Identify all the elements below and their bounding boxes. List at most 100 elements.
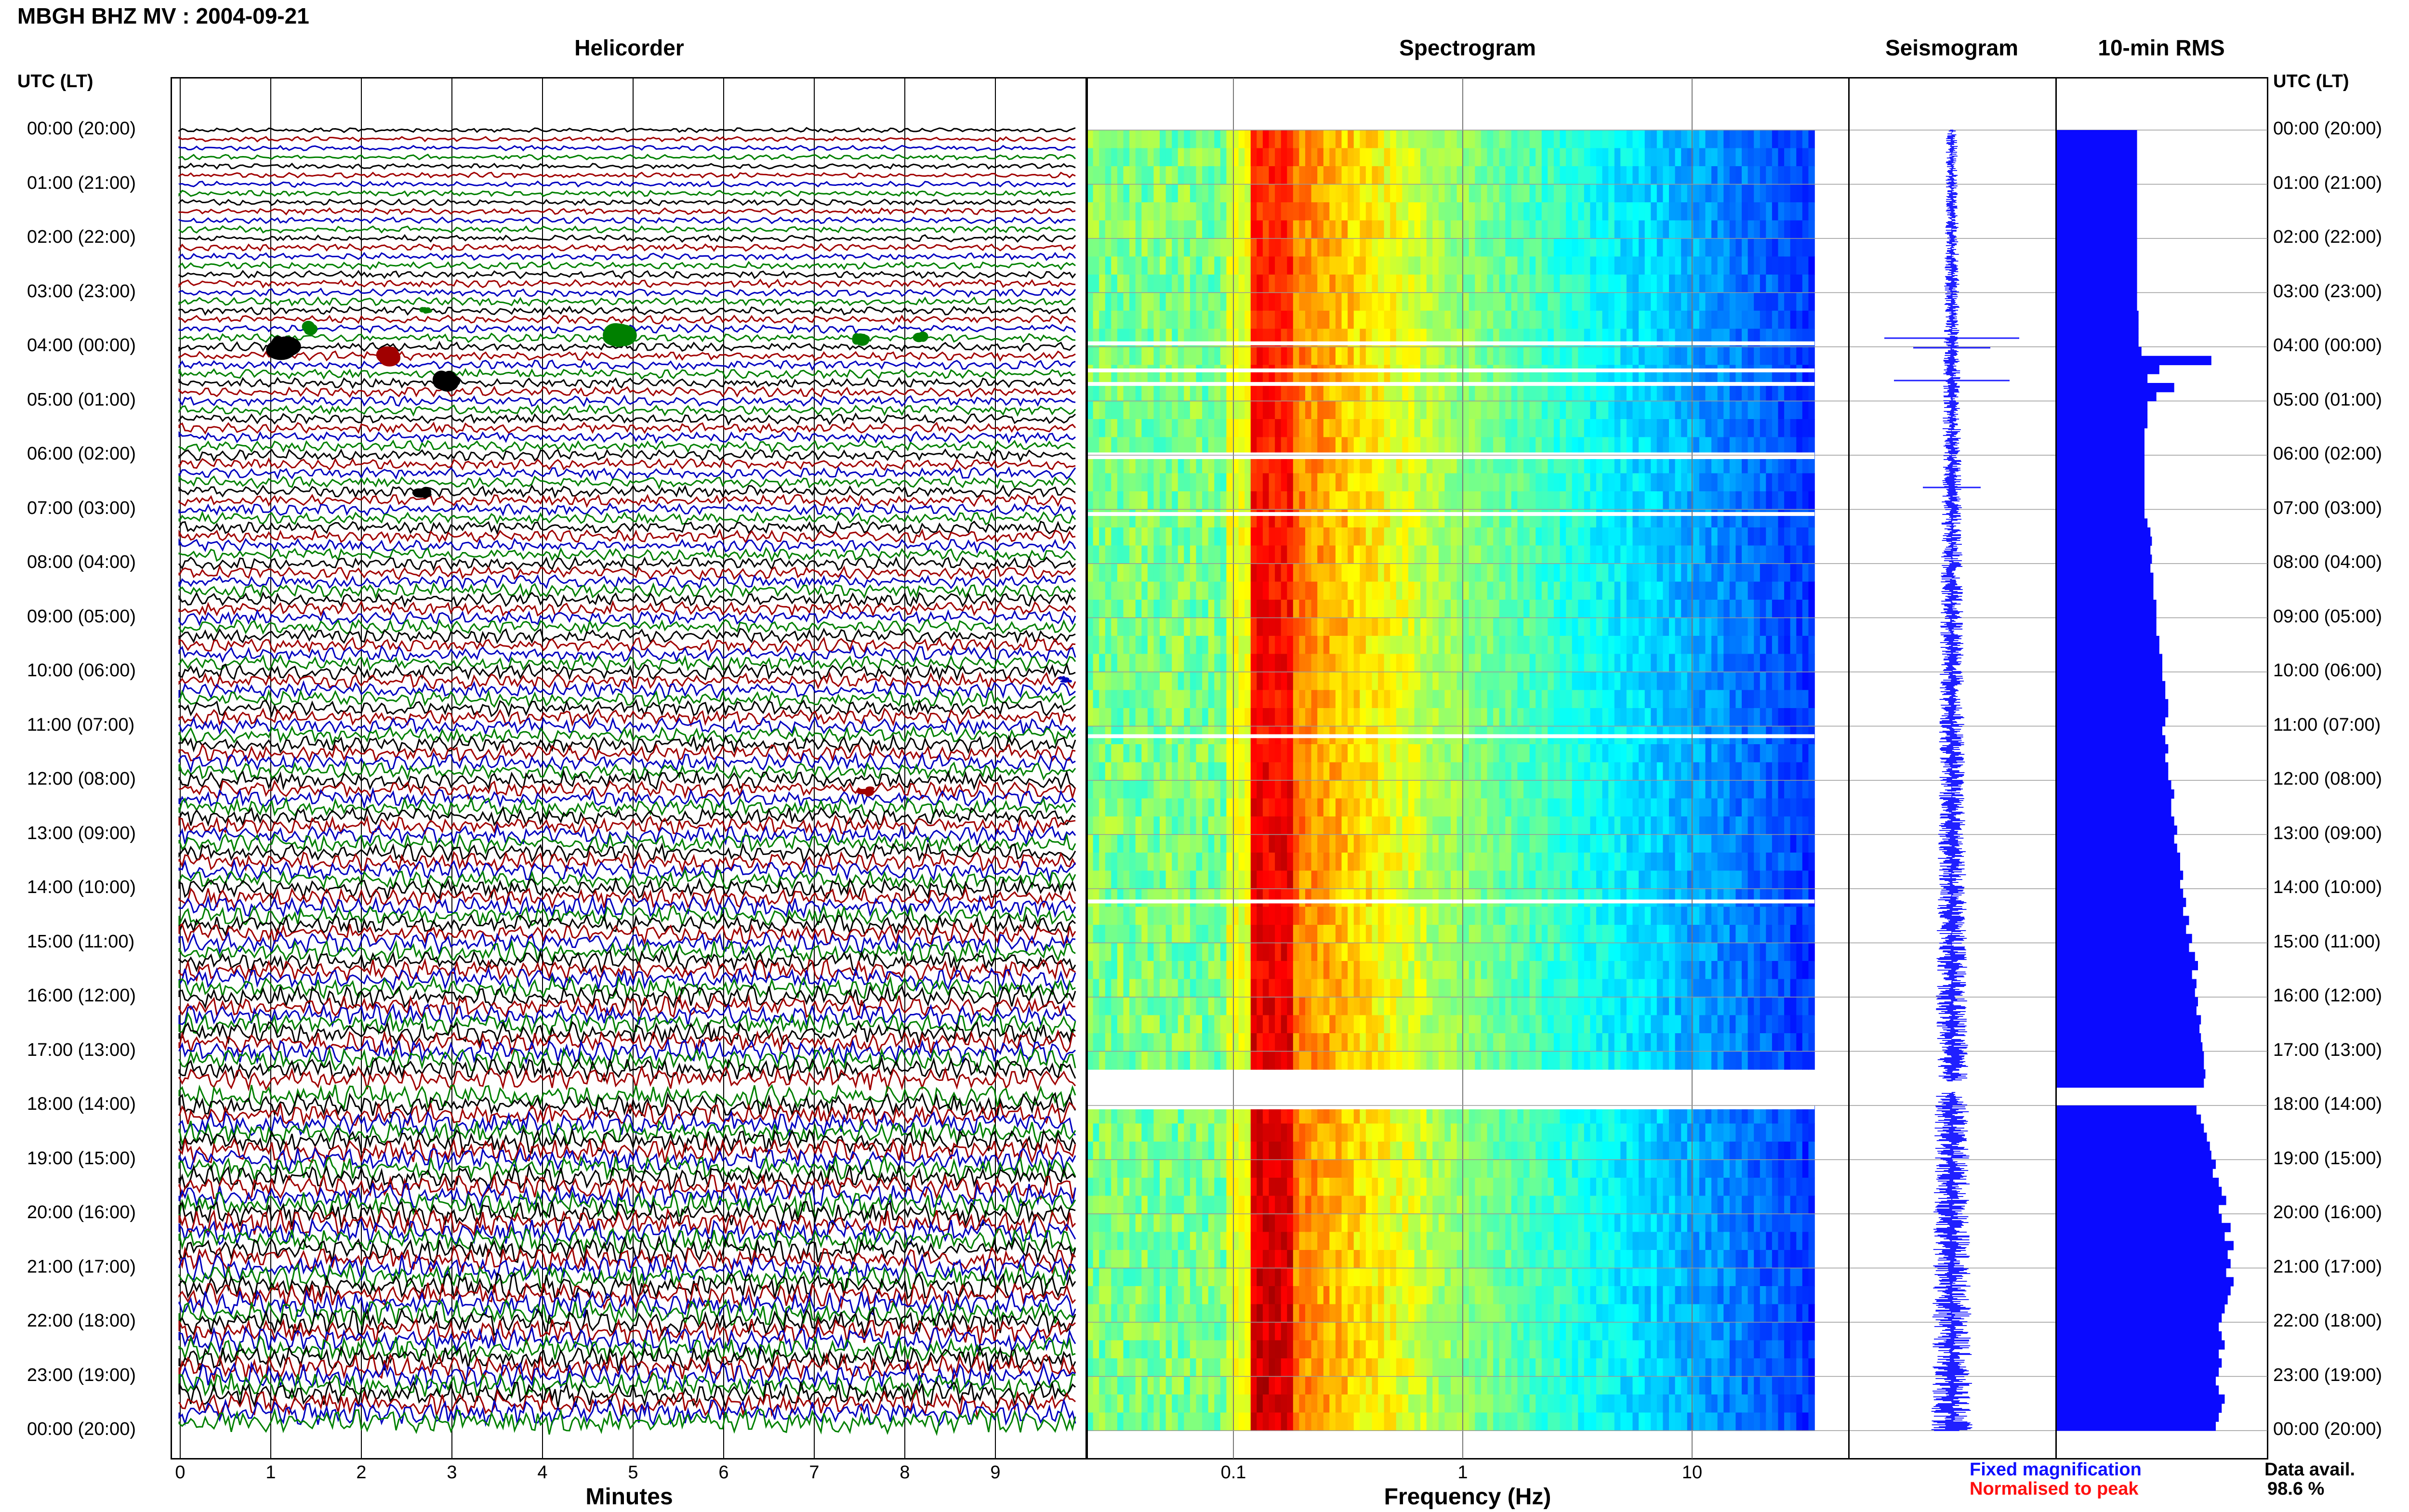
spectrogram-cell bbox=[1626, 654, 1633, 672]
spectrogram-cell bbox=[1493, 311, 1500, 329]
spectrogram-cell bbox=[1147, 744, 1154, 763]
spectrogram-cell bbox=[1414, 473, 1421, 492]
spectrogram-cell bbox=[1153, 564, 1160, 582]
spectrogram-cell bbox=[1553, 220, 1561, 239]
spectrogram-cell bbox=[1220, 762, 1227, 781]
spectrogram-cell bbox=[1390, 762, 1397, 781]
spectrogram-cell bbox=[1778, 798, 1785, 817]
spectrogram-cell bbox=[1644, 292, 1652, 311]
spectrogram-cell bbox=[1135, 275, 1142, 293]
spectrogram-cell bbox=[1093, 184, 1099, 203]
spectrogram-cell bbox=[1778, 708, 1785, 727]
spectrogram-cell bbox=[1766, 744, 1773, 763]
spectrogram-cell bbox=[1244, 564, 1251, 582]
spectrogram-cell bbox=[1135, 455, 1142, 474]
spectrogram-cell bbox=[1632, 581, 1639, 600]
spectrogram-cell bbox=[1341, 292, 1348, 311]
spectrogram-cell bbox=[1711, 275, 1718, 293]
spectrogram-cell bbox=[1687, 581, 1694, 600]
spectrogram-cell bbox=[1160, 365, 1166, 383]
spectrogram-cell bbox=[1402, 130, 1409, 149]
spectrogram-cell bbox=[1432, 238, 1439, 257]
spectrogram-cell bbox=[1414, 130, 1421, 149]
spectrogram-cell bbox=[1372, 383, 1378, 402]
spectrogram-cell bbox=[1275, 672, 1282, 691]
spectrogram-cell bbox=[1632, 744, 1639, 763]
spectrogram-cell bbox=[1639, 762, 1645, 781]
spectrogram-cell bbox=[1802, 148, 1809, 167]
spectrogram-cell bbox=[1651, 564, 1657, 582]
spectrogram-cell bbox=[1208, 708, 1215, 727]
spectrogram-cell bbox=[1723, 816, 1730, 835]
spectrogram-cell bbox=[1117, 148, 1124, 167]
spectrogram-cell bbox=[1420, 347, 1427, 366]
spectrogram-cell bbox=[1584, 600, 1591, 618]
spectrogram-cell bbox=[1281, 311, 1288, 329]
spectrogram-cell bbox=[1178, 419, 1185, 438]
spectrogram-cell bbox=[1117, 618, 1124, 636]
spectrogram-cell bbox=[1669, 166, 1676, 185]
spectrogram-cell bbox=[1420, 618, 1427, 636]
spectrogram-cell bbox=[1135, 238, 1142, 257]
spectrogram-cell bbox=[1269, 690, 1275, 709]
spectrogram-cell bbox=[1729, 672, 1736, 691]
spectrogram-cell bbox=[1644, 455, 1652, 474]
spectrogram-cell bbox=[1614, 148, 1621, 167]
spectrogram-cell bbox=[1196, 401, 1203, 420]
spectrogram-cell bbox=[1578, 491, 1585, 510]
spectrogram-cell bbox=[1620, 365, 1627, 383]
spectrogram-cell bbox=[1426, 238, 1433, 257]
spectrogram-cell bbox=[1747, 202, 1754, 221]
spectrogram-cell bbox=[1299, 690, 1306, 709]
spectrogram-cell bbox=[1517, 275, 1524, 293]
spectrogram-cell bbox=[1281, 184, 1288, 203]
time-label-left: 23:00 (19:00) bbox=[27, 1365, 136, 1385]
spectrogram-cell bbox=[1451, 437, 1457, 456]
spectrogram-cell bbox=[1426, 491, 1433, 510]
spectrogram-cell bbox=[1590, 473, 1597, 492]
spectrogram-cell bbox=[1147, 275, 1154, 293]
spectrogram-cell bbox=[1614, 166, 1621, 185]
spectrogram-cell bbox=[1323, 491, 1330, 510]
spectrogram-cell bbox=[1456, 581, 1463, 600]
spectrogram-cell bbox=[1784, 311, 1791, 329]
spectrogram-cell bbox=[1675, 437, 1681, 456]
spectrogram-cell bbox=[1444, 419, 1451, 438]
spectrogram-cell bbox=[1808, 527, 1815, 546]
spectrogram-cell bbox=[1711, 455, 1718, 474]
spectrogram-cell bbox=[1129, 220, 1136, 239]
spectrogram-cell bbox=[1299, 744, 1306, 763]
spectrogram-cell bbox=[1384, 690, 1390, 709]
spectrogram-cell bbox=[1390, 347, 1397, 366]
spectrogram-cell bbox=[1620, 545, 1627, 564]
spectrogram-cell bbox=[1087, 220, 1094, 239]
spectrogram-cell bbox=[1105, 834, 1112, 853]
spectrogram-cell bbox=[1226, 256, 1233, 275]
spectrogram-cell bbox=[1535, 202, 1542, 221]
spectrogram-cell bbox=[1529, 780, 1536, 799]
spectrogram-cell bbox=[1402, 437, 1409, 456]
spectrogram-cell bbox=[1656, 311, 1664, 329]
spectrogram-cell bbox=[1620, 473, 1627, 492]
spectrogram-cell bbox=[1451, 527, 1457, 546]
spectrogram-cell bbox=[1735, 708, 1742, 727]
spectrogram-cell bbox=[1639, 184, 1645, 203]
spectrogram-cell bbox=[1438, 130, 1445, 149]
spectrogram-cell bbox=[1390, 744, 1397, 763]
spectrogram-cell bbox=[1323, 545, 1330, 564]
spectrogram-cell bbox=[1451, 581, 1457, 600]
spectrogram-cell bbox=[1463, 564, 1469, 582]
spectrogram-cell bbox=[1778, 148, 1785, 167]
spectrogram-cell bbox=[1475, 473, 1482, 492]
spectrogram-cell bbox=[1529, 275, 1536, 293]
spectrogram-cell bbox=[1626, 564, 1633, 582]
spectrogram-cell bbox=[1250, 238, 1257, 257]
spectrogram-cell bbox=[1760, 564, 1767, 582]
spectrogram-cell bbox=[1390, 292, 1397, 311]
spectrogram-cell bbox=[1293, 564, 1300, 582]
spectrogram-cell bbox=[1426, 654, 1433, 672]
spectrogram-cell bbox=[1608, 618, 1615, 636]
spectrogram-cell bbox=[1560, 600, 1566, 618]
spectrogram-cell bbox=[1299, 401, 1306, 420]
spectrogram-cell bbox=[1669, 401, 1676, 420]
